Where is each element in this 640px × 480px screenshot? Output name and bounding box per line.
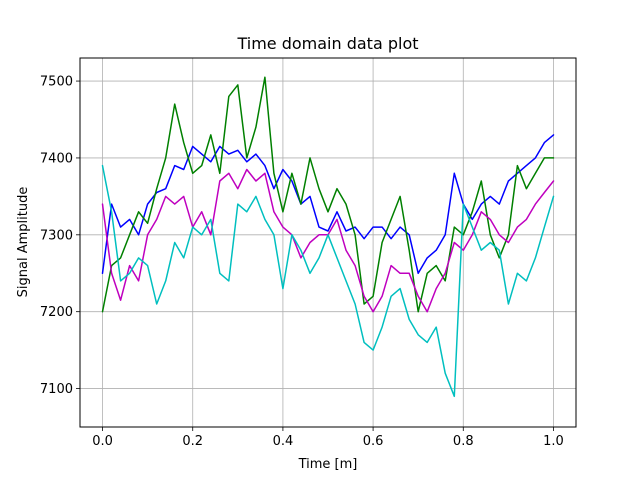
x-tick-label: 0.0	[92, 434, 113, 449]
series-line-1	[101, 134, 555, 275]
x-tick-label: 0.2	[182, 434, 203, 449]
x-tick-label: 1.0	[543, 434, 564, 449]
x-axis-label: Time [m]	[298, 457, 358, 472]
x-tick-label: 0.4	[273, 434, 294, 449]
x-tick-label: 0.8	[453, 434, 474, 449]
series-line-2	[101, 76, 555, 313]
series-line-4	[101, 164, 555, 398]
y-tick-label: 7400	[40, 151, 73, 166]
x-tick-label: 0.6	[363, 434, 384, 449]
series-lines	[101, 76, 555, 398]
plot-frame	[79, 57, 577, 428]
y-axis-ticks: 7100 7200 7300 7400 7500	[40, 75, 80, 397]
y-axis-label: Signal Amplitude	[16, 187, 31, 298]
y-tick-label: 7500	[40, 75, 73, 90]
y-tick-label: 7300	[40, 228, 73, 243]
chart-title: Time domain data plot	[236, 34, 418, 53]
x-axis-ticks: 0.0 0.2 0.4 0.6 0.8 1.0	[92, 427, 564, 449]
y-tick-label: 7100	[40, 382, 73, 397]
y-tick-label: 7200	[40, 305, 73, 320]
